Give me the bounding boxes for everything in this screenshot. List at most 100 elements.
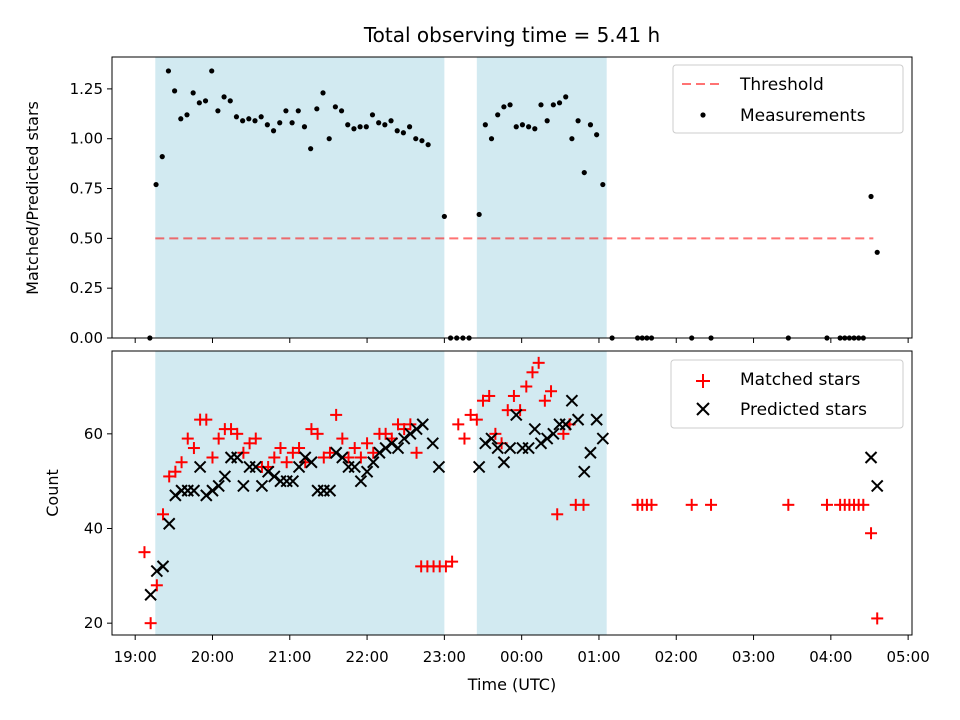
- matched-star-point: [705, 498, 718, 511]
- measurement-point: [594, 132, 600, 138]
- x-tick-label: 04:00: [809, 648, 852, 666]
- measurement-point: [587, 122, 594, 128]
- measurement-point: [159, 154, 165, 160]
- matched-star-point: [336, 432, 349, 445]
- bottom-legend: Matched stars Predicted stars: [670, 359, 904, 429]
- measurement-point: [246, 116, 252, 122]
- measurement-point: [538, 102, 544, 108]
- measurement-point: [376, 120, 382, 126]
- predicted-star-point: [373, 446, 386, 459]
- measurement-point: [227, 98, 233, 104]
- matched-star-point: [237, 446, 250, 459]
- measurement-point: [178, 116, 184, 122]
- predicted-star-point: [156, 560, 170, 573]
- top-y-axis-label: Matched/Predicted stars: [23, 101, 42, 295]
- y-tick-label: 0.75: [70, 180, 103, 198]
- chart-title: Total observing time = 5.41 h: [363, 23, 660, 47]
- threshold-legend-label: Threshold: [739, 75, 824, 95]
- predicted-star-point: [206, 484, 219, 497]
- matched-star-point: [483, 389, 496, 402]
- measurement-point: [532, 126, 538, 132]
- x-tick-label: 05:00: [887, 648, 930, 666]
- x-tick-label: 22:00: [345, 648, 388, 666]
- predicted-stars-points: [144, 394, 884, 601]
- measurement-point: [326, 136, 332, 142]
- measurement-point: [283, 108, 289, 114]
- predicted-star-point: [596, 432, 610, 445]
- measurement-point: [314, 106, 320, 112]
- measurement-point: [513, 124, 519, 130]
- bottom-axes: 19:00 20:00 21:00 22:00 23:00 00:00 01:00 02:00…: [84, 425, 930, 666]
- predicted-star-point: [565, 394, 579, 407]
- matched-star-point: [311, 427, 324, 440]
- predicted-star-point: [329, 446, 343, 459]
- measurement-point: [495, 112, 501, 118]
- y-tick-label: 0.25: [70, 279, 103, 297]
- measurement-point: [190, 90, 196, 96]
- predicted-star-point: [584, 446, 597, 459]
- y-tick-label: 0.00: [70, 329, 103, 347]
- matched-star-point: [857, 498, 870, 511]
- measurement-point: [357, 124, 363, 130]
- matched-star-point: [871, 612, 884, 625]
- predicted-star-point: [268, 470, 281, 483]
- measurement-point: [394, 128, 400, 134]
- measurement-point: [519, 122, 526, 128]
- matched-star-point: [477, 394, 490, 407]
- x-tick-label: 03:00: [732, 648, 775, 666]
- matched-star-point: [138, 546, 151, 559]
- measurement-point: [501, 104, 507, 110]
- matched-star-point: [458, 432, 471, 445]
- measurement-point: [252, 118, 258, 124]
- predicted-star-point: [578, 465, 591, 478]
- predicted-star-point: [379, 441, 392, 455]
- top-legend-box: [672, 64, 904, 134]
- matched-star-point: [187, 442, 200, 455]
- measurement-point: [526, 124, 532, 130]
- measurements-legend-swatch: [700, 112, 706, 118]
- measurement-point: [476, 211, 482, 218]
- predicted-star-point: [416, 418, 429, 431]
- predicted-star-point: [367, 456, 380, 469]
- predicted-star-point: [299, 451, 312, 464]
- measurement-point: [600, 181, 606, 188]
- measurement-point: [413, 136, 419, 142]
- measurement-point: [419, 138, 425, 144]
- x-tick-label: 21:00: [268, 648, 311, 666]
- predicted-star-point: [479, 437, 492, 450]
- measurement-point: [382, 122, 388, 128]
- measurement-point: [209, 68, 215, 74]
- predicted-star-point: [169, 489, 182, 502]
- matched-star-point: [645, 498, 658, 511]
- top-axes: 0.00 0.25 0.50 0.75 1.00 1.25: [70, 80, 909, 347]
- matched-star-point: [169, 465, 182, 478]
- predicted-star-point: [323, 484, 337, 497]
- measurement-point: [569, 136, 575, 142]
- predicted-star-point: [249, 460, 262, 474]
- matched-star-point: [379, 427, 392, 440]
- x-tick-label: 23:00: [423, 648, 466, 666]
- matched-star-point: [157, 508, 170, 521]
- predicted-star-point: [503, 441, 517, 455]
- measurement-point: [289, 120, 295, 126]
- measurement-point: [277, 120, 283, 126]
- matched-star-point: [391, 418, 404, 431]
- measurement-point: [338, 108, 345, 114]
- predicted-star-point: [354, 474, 368, 488]
- predicted-star-point: [385, 437, 399, 450]
- measurement-point: [301, 124, 308, 130]
- measurement-point: [184, 112, 190, 118]
- predicted-star-point: [590, 413, 603, 426]
- matched-star-point: [557, 427, 570, 440]
- matched-star-point: [243, 437, 256, 450]
- predicted-star-point: [522, 441, 535, 455]
- matched-star-point: [330, 408, 343, 421]
- y-tick-label: 1.00: [70, 130, 103, 148]
- predicted-star-point: [305, 456, 318, 469]
- predicted-star-point: [410, 422, 423, 436]
- predicted-star-point: [571, 413, 585, 426]
- matched-star-point: [538, 394, 551, 407]
- matched-star-point: [280, 456, 293, 469]
- matched-star-point: [439, 560, 452, 573]
- measurement-point: [308, 146, 314, 152]
